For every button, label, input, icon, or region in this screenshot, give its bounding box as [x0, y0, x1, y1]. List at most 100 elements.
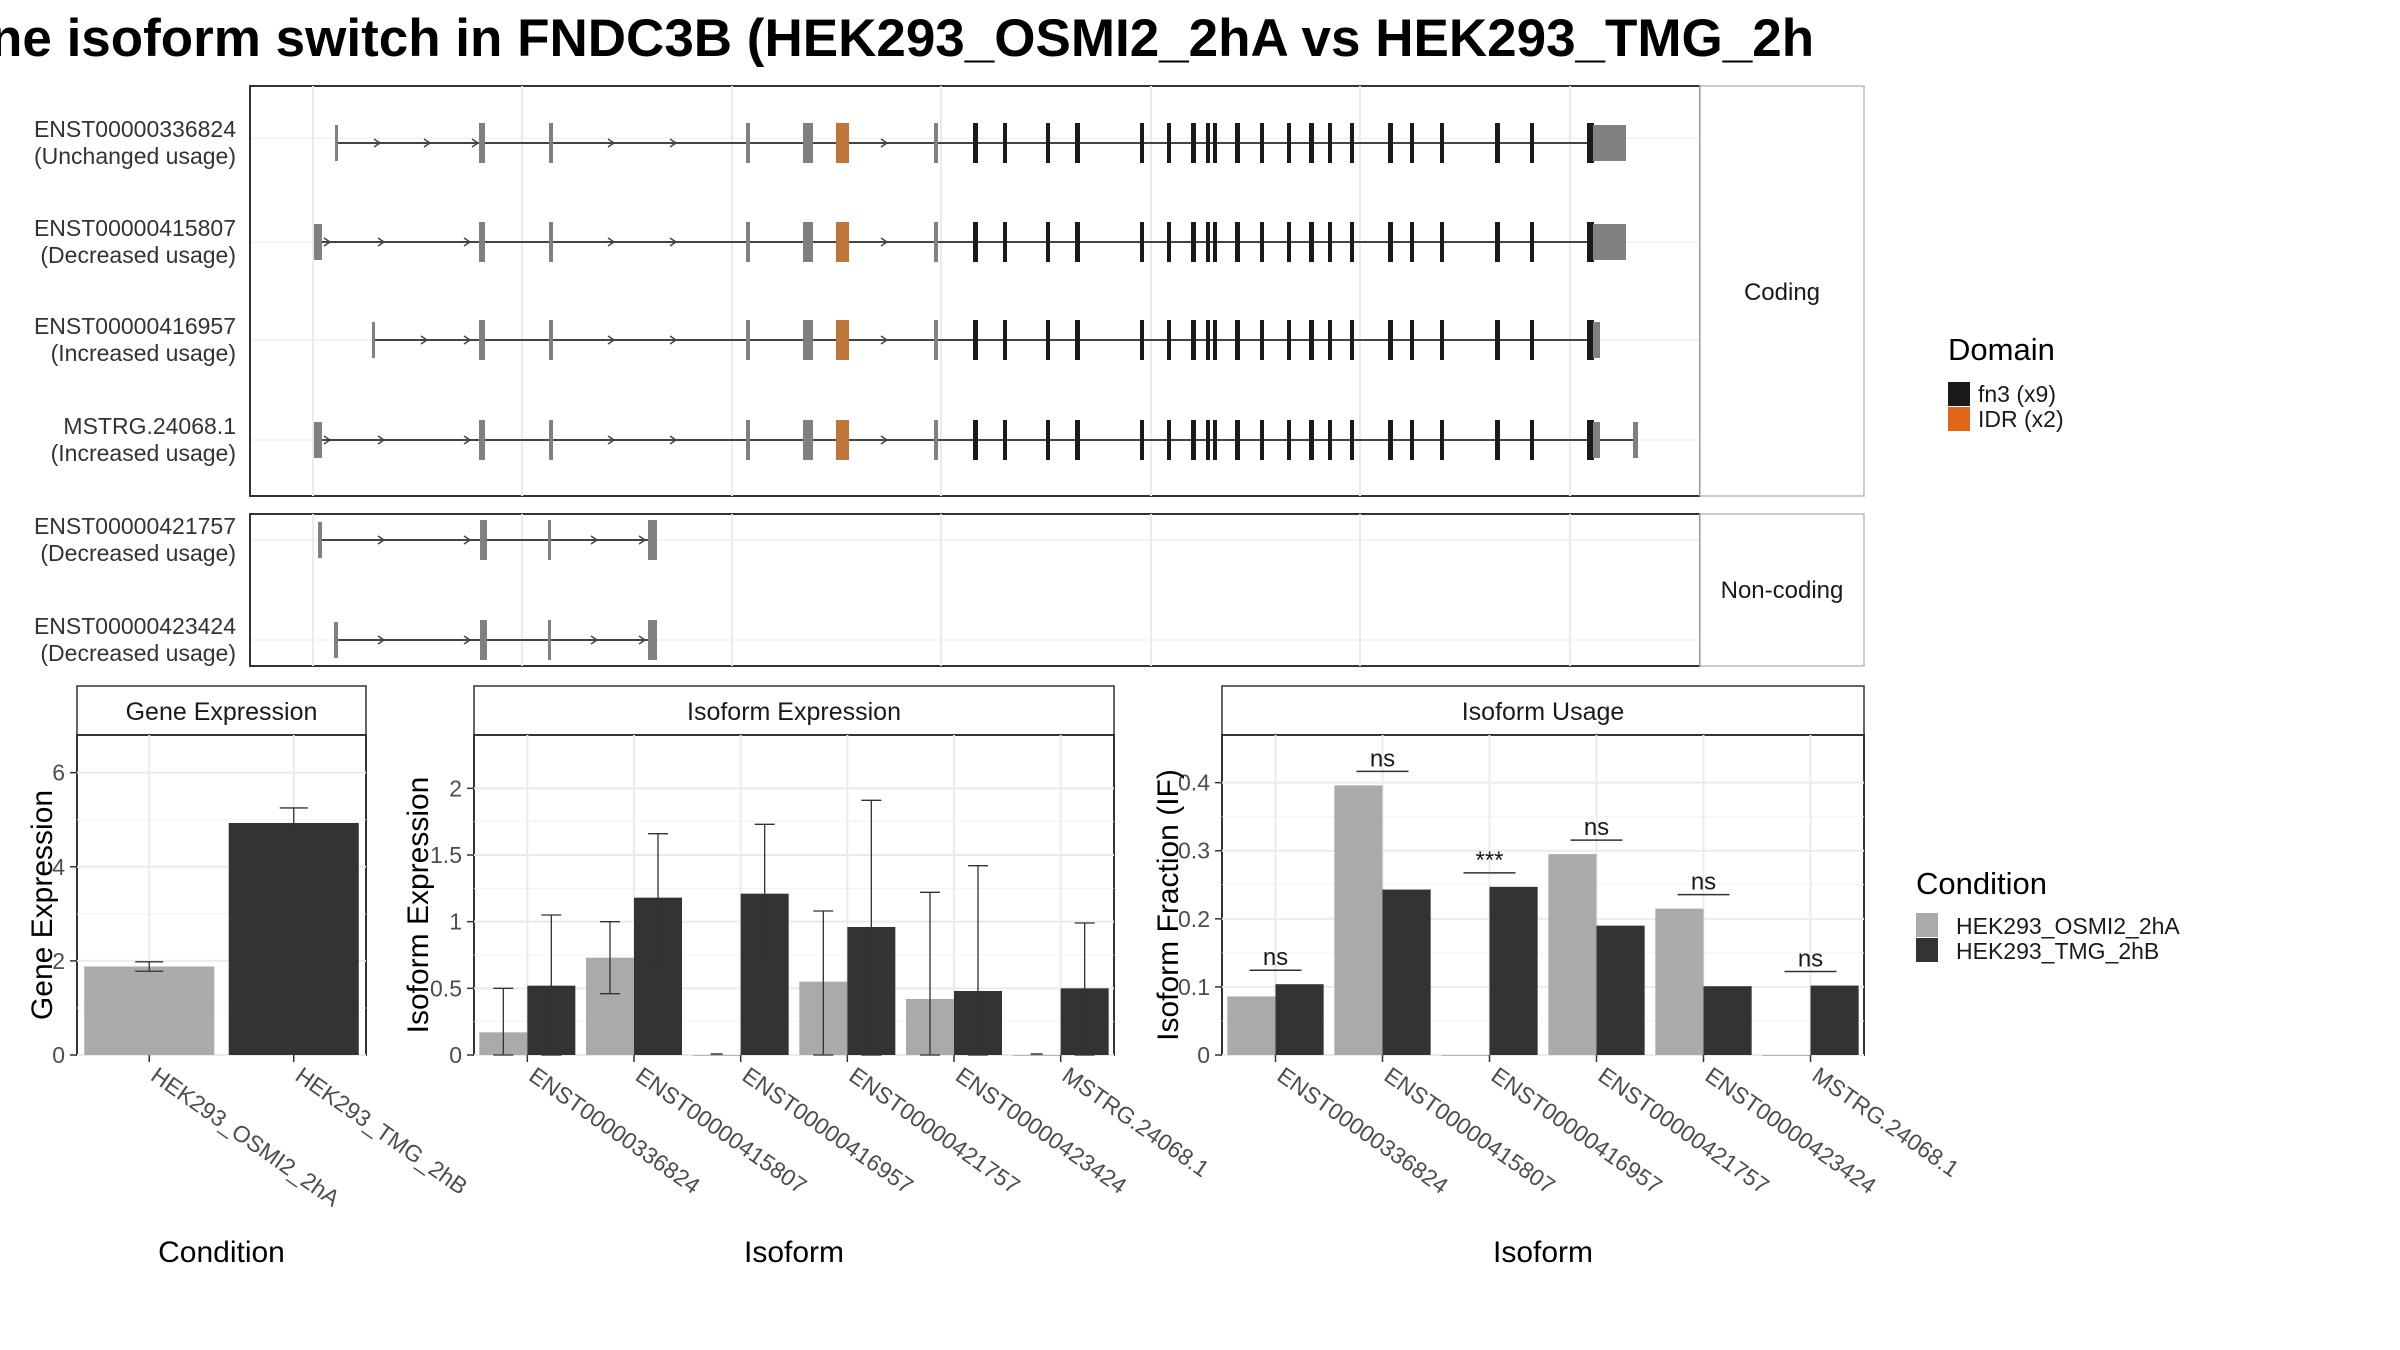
legend-key-idr — [1948, 407, 1970, 431]
fn3-domain-exon — [973, 320, 978, 360]
exon — [479, 320, 485, 360]
idr-domain-exon — [836, 123, 849, 163]
exon — [746, 222, 750, 262]
strand-arrow — [423, 138, 432, 148]
fn3-domain-exon — [1350, 420, 1354, 460]
strand-arrow — [373, 138, 382, 148]
exon — [548, 620, 551, 660]
transcript-usage-label: (Unchanged usage) — [34, 143, 236, 169]
exon — [549, 123, 553, 163]
fn3-domain-exon — [1495, 123, 1500, 163]
significance-label: ns — [1263, 944, 1288, 971]
transcript-usage-label: (Increased usage) — [51, 440, 236, 466]
transcript-usage-label: (Decreased usage) — [40, 640, 236, 666]
fn3-domain-exon — [1167, 123, 1171, 163]
exon — [809, 222, 813, 262]
legend-key-fn3 — [1948, 382, 1970, 406]
exon — [809, 320, 813, 360]
fn3-domain-exon — [1140, 222, 1144, 262]
strand-arrow — [377, 535, 386, 545]
y-tick-label: 0.2 — [1178, 906, 1210, 932]
fn3-domain-exon — [1388, 420, 1393, 460]
fn3-domain-exon — [1075, 320, 1080, 360]
strand-arrow — [607, 138, 616, 148]
bar — [1810, 985, 1859, 1055]
noncoding-strip — [1699, 513, 1865, 667]
transcript-id-label: ENST00000336824 — [34, 116, 236, 142]
bar — [1275, 984, 1324, 1055]
exon-first — [314, 422, 322, 458]
y-tick-label: 0.3 — [1178, 838, 1210, 864]
x-axis-title: Isoform — [744, 1236, 844, 1269]
exon — [934, 420, 938, 460]
fn3-domain-exon — [1495, 222, 1500, 262]
fn3-domain-exon — [1410, 222, 1414, 262]
x-tick-label: ENST00000415807 — [1380, 1062, 1560, 1199]
exon — [648, 520, 657, 560]
exon — [809, 123, 813, 163]
exon — [549, 320, 553, 360]
transcript-id-label: ENST00000415807 — [34, 215, 236, 241]
fn3-domain-exon — [1530, 420, 1534, 460]
fn3-domain-exon — [1206, 320, 1210, 360]
x-tick-label: ENST00000423424 — [951, 1062, 1132, 1199]
fn3-domain-exon — [1075, 222, 1080, 262]
fn3-domain-exon — [1167, 320, 1171, 360]
fn3-domain-exon — [1046, 123, 1050, 163]
y-tick-label: 1.5 — [430, 842, 462, 868]
significance-label: *** — [1475, 847, 1503, 874]
noncoding-strip-label: Non-coding — [1721, 577, 1844, 604]
transcript-id-label: ENST00000416957 — [34, 313, 236, 339]
transcript-track — [334, 620, 657, 660]
strand-arrow — [463, 335, 472, 345]
exon — [934, 123, 938, 163]
fn3-domain-exon — [1309, 222, 1314, 262]
transcript-usage-label: (Decreased usage) — [40, 540, 236, 566]
fn3-domain-exon — [1287, 123, 1291, 163]
fn3-domain-exon — [1003, 222, 1007, 262]
legend-key-condA — [1916, 913, 1938, 937]
fn3-domain-exon — [1260, 320, 1264, 360]
fn3-domain-exon — [1260, 222, 1264, 262]
fn3-domain-exon — [1046, 420, 1050, 460]
exon-utr — [1593, 125, 1626, 161]
panel-strip-label: Isoform Expression — [687, 698, 901, 726]
y-tick-label: 4 — [52, 854, 65, 880]
fn3-domain-exon — [1003, 420, 1007, 460]
fn3-domain-exon — [973, 222, 978, 262]
fn3-domain-exon — [1235, 320, 1240, 360]
x-axis-title: Isoform — [1493, 1236, 1593, 1269]
fn3-domain-exon — [1003, 320, 1007, 360]
exon — [803, 320, 810, 360]
y-tick-label: 0 — [1197, 1042, 1210, 1068]
fn3-domain-exon — [1388, 320, 1393, 360]
strand-arrow — [607, 435, 616, 445]
fn3-domain-exon — [1206, 420, 1210, 460]
fn3-domain-exon — [1440, 222, 1444, 262]
strand-arrow — [377, 237, 386, 247]
exon — [1587, 222, 1594, 262]
bar — [1227, 996, 1276, 1055]
figure-title: ne isoform switch in FNDC3B (HEK293_OSMI… — [0, 9, 1814, 68]
fn3-domain-exon — [1140, 123, 1144, 163]
panel-area — [1221, 734, 1865, 1056]
exon — [549, 420, 553, 460]
exon — [318, 522, 322, 558]
transcript-id-label: ENST00000423424 — [34, 613, 236, 639]
strand-arrow — [590, 535, 599, 545]
transcript-tracks: ENST00000336824(Unchanged usage) ENST0000… — [34, 116, 1638, 666]
strand-arrow — [471, 138, 480, 148]
y-axis-title: Isoform Expression — [402, 777, 435, 1034]
fn3-domain-exon — [1328, 320, 1332, 360]
strand-arrow — [463, 435, 472, 445]
panel-strip — [473, 685, 1115, 736]
fn3-domain-exon — [973, 420, 978, 460]
transcript-usage-label: (Increased usage) — [51, 340, 236, 366]
fn3-domain-exon — [1213, 222, 1217, 262]
bar — [692, 1055, 741, 1056]
fn3-domain-exon — [1140, 420, 1144, 460]
y-tick-label: 2 — [449, 775, 462, 801]
x-tick-label: ENST00000421757 — [1594, 1062, 1774, 1199]
exon — [648, 620, 657, 660]
